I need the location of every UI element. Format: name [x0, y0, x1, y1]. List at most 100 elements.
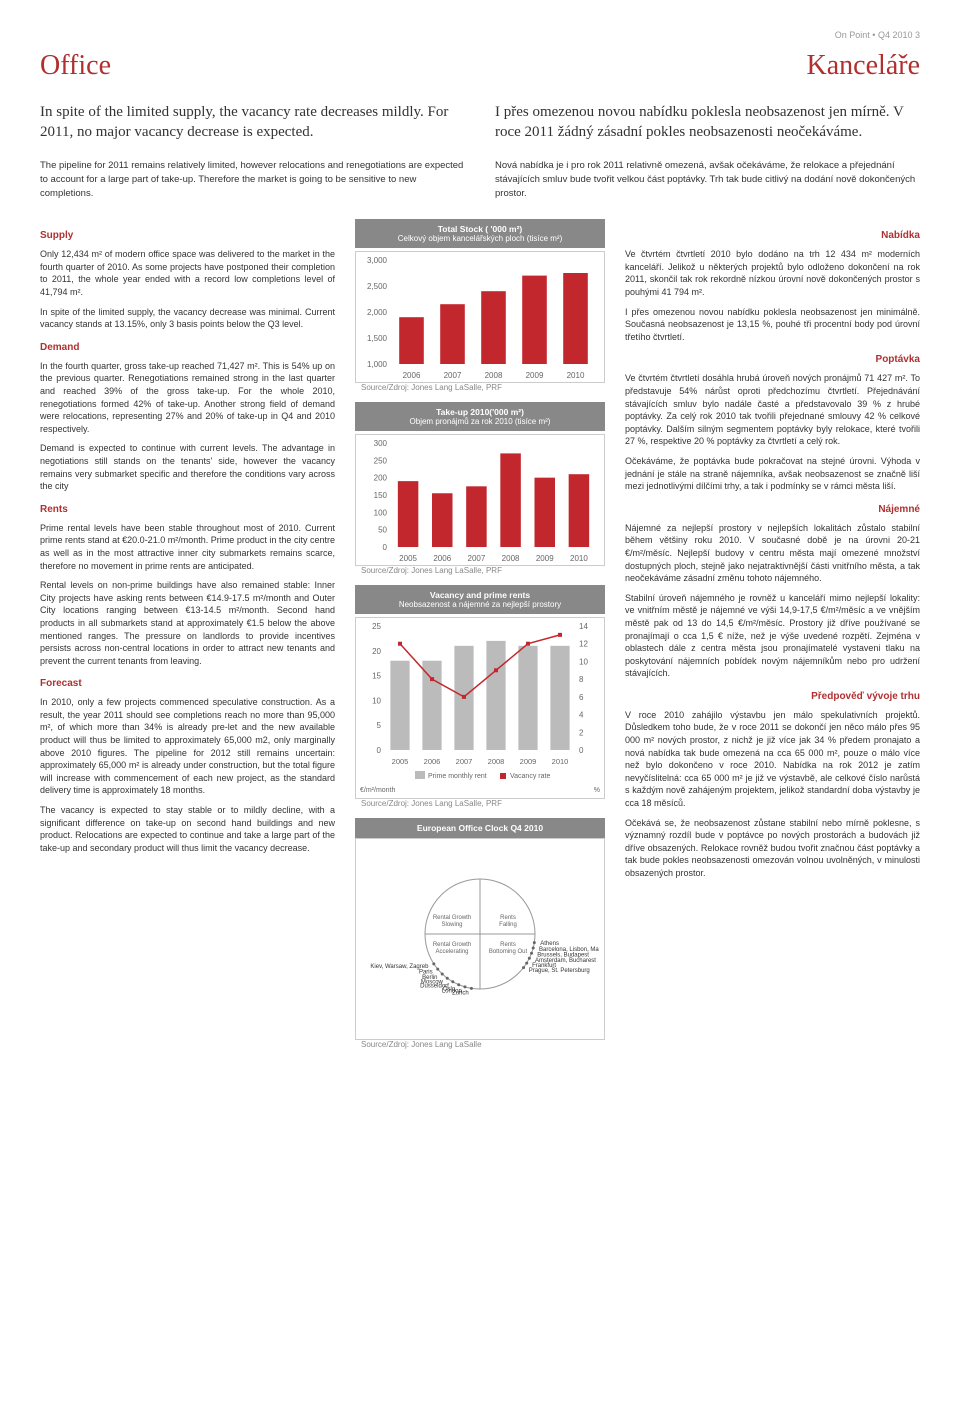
- office-clock-chart: Rental GrowthSlowingRentsFallingRental G…: [355, 838, 605, 1040]
- title-cz: Kanceláře: [807, 50, 920, 82]
- chart2-title: Take-up 2010('000 m²): [363, 407, 597, 417]
- svg-text:10: 10: [372, 697, 381, 706]
- svg-text:0: 0: [383, 543, 388, 552]
- svg-text:2007: 2007: [468, 554, 486, 563]
- svg-text:2005: 2005: [399, 554, 417, 563]
- svg-text:2,500: 2,500: [367, 282, 388, 291]
- chart2-subtitle: Objem pronájmů za rok 2010 (tisíce m²): [363, 417, 597, 426]
- chart3-source: Source/Zdroj: Jones Lang LaSalle, PRF: [355, 799, 605, 808]
- svg-text:2009: 2009: [520, 757, 537, 766]
- column-english: Supply Only 12,434 m² of modern office s…: [40, 219, 335, 1059]
- supply-heading: Supply: [40, 229, 335, 243]
- svg-text:2008: 2008: [488, 757, 505, 766]
- nabidka-heading: Nabídka: [625, 229, 920, 243]
- chart2-source: Source/Zdroj: Jones Lang LaSalle, PRF: [355, 566, 605, 575]
- pipeline-en: The pipeline for 2011 remains relatively…: [40, 159, 465, 202]
- intro-cz: I přes omezenou novou nabídku poklesla n…: [495, 102, 920, 143]
- najemne-p2: Stabilní úroveň nájemného je rovněž u ka…: [625, 592, 920, 680]
- svg-text:2006: 2006: [424, 757, 441, 766]
- poptavka-p2: Očekáváme, že poptávka bude pokračovat n…: [625, 455, 920, 493]
- supply-p2: In spite of the limited supply, the vaca…: [40, 306, 335, 331]
- svg-text:5: 5: [377, 721, 382, 730]
- svg-text:4: 4: [579, 711, 584, 720]
- svg-text:6: 6: [579, 693, 584, 702]
- svg-text:10: 10: [579, 658, 588, 667]
- svg-text:Rents: Rents: [500, 915, 516, 921]
- chart4-header: European Office Clock Q4 2010: [355, 818, 605, 838]
- demand-heading: Demand: [40, 341, 335, 355]
- svg-text:Bottoming Out: Bottoming Out: [489, 949, 528, 955]
- chart3-header: Vacancy and prime rents Neobsazenost a n…: [355, 585, 605, 614]
- svg-text:25: 25: [372, 622, 381, 631]
- svg-text:2006: 2006: [433, 554, 451, 563]
- predpoved-p2: Očekává se, že neobsazenost zůstane stab…: [625, 817, 920, 880]
- supply-p1: Only 12,434 m² of modern office space wa…: [40, 248, 335, 298]
- svg-text:%: %: [594, 787, 600, 794]
- svg-text:150: 150: [374, 491, 388, 500]
- svg-text:15: 15: [372, 672, 381, 681]
- chart3-title: Vacancy and prime rents: [363, 590, 597, 600]
- demand-p2: Demand is expected to continue with curr…: [40, 442, 335, 492]
- nabidka-p1: Ve čtvrtém čtvrtletí 2010 bylo dodáno na…: [625, 248, 920, 298]
- svg-text:2008: 2008: [485, 371, 503, 380]
- svg-text:2,000: 2,000: [367, 308, 388, 317]
- svg-text:100: 100: [374, 509, 388, 518]
- forecast-p2: The vacancy is expected to stay stable o…: [40, 804, 335, 854]
- najemne-p1: Nájemné za nejlepší prostory v nejlepšíc…: [625, 522, 920, 585]
- svg-text:1,500: 1,500: [367, 334, 388, 343]
- svg-text:2005: 2005: [392, 757, 409, 766]
- svg-text:Accelerating: Accelerating: [435, 949, 468, 955]
- column-czech: Nabídka Ve čtvrtém čtvrtletí 2010 bylo d…: [625, 219, 920, 1059]
- svg-text:200: 200: [374, 474, 388, 483]
- svg-text:50: 50: [378, 526, 387, 535]
- svg-text:3,000: 3,000: [367, 256, 388, 265]
- svg-text:300: 300: [374, 439, 388, 448]
- svg-text:Rental Growth: Rental Growth: [433, 942, 471, 948]
- svg-text:14: 14: [579, 622, 588, 631]
- svg-text:1,000: 1,000: [367, 360, 388, 369]
- vacancy-rents-chart: 0510152025024681012142005200620072008200…: [355, 617, 605, 799]
- svg-text:12: 12: [579, 640, 588, 649]
- intro-en: In spite of the limited supply, the vaca…: [40, 102, 465, 143]
- svg-text:2010: 2010: [570, 554, 588, 563]
- chart1-header: Total Stock ( '000 m²) Celkový objem kan…: [355, 219, 605, 248]
- svg-text:Prague, St. Petersburg: Prague, St. Petersburg: [529, 968, 590, 974]
- svg-text:Falling: Falling: [499, 922, 517, 928]
- svg-text:€/m²/month: €/m²/month: [360, 787, 396, 794]
- svg-text:2010: 2010: [552, 757, 569, 766]
- svg-text:2009: 2009: [536, 554, 554, 563]
- chart4-source: Source/Zdroj: Jones Lang LaSalle: [355, 1040, 605, 1049]
- svg-text:2008: 2008: [502, 554, 520, 563]
- column-charts: Total Stock ( '000 m²) Celkový objem kan…: [355, 219, 605, 1059]
- svg-text:Kiev, Warsaw, Zagreb: Kiev, Warsaw, Zagreb: [370, 964, 429, 970]
- svg-text:2007: 2007: [456, 757, 473, 766]
- takeup-chart: 0501001502002503002005200620072008200920…: [355, 434, 605, 566]
- pipeline-cz: Nová nabídka je i pro rok 2011 relativně…: [495, 159, 920, 202]
- svg-text:0: 0: [579, 746, 584, 755]
- svg-text:Vacancy rate: Vacancy rate: [510, 773, 550, 780]
- chart2-header: Take-up 2010('000 m²) Objem pronájmů za …: [355, 402, 605, 431]
- svg-text:20: 20: [372, 647, 381, 656]
- najemne-heading: Nájemné: [625, 503, 920, 517]
- title-en: Office: [40, 50, 111, 82]
- forecast-heading: Forecast: [40, 677, 335, 691]
- svg-text:Prime monthly rent: Prime monthly rent: [428, 773, 487, 780]
- svg-text:Berlin: Berlin: [422, 975, 437, 981]
- svg-text:Slowing: Slowing: [441, 922, 462, 928]
- predpoved-heading: Předpověď vývoje trhu: [625, 690, 920, 704]
- svg-text:Paris: Paris: [419, 970, 433, 976]
- svg-text:0: 0: [377, 746, 382, 755]
- svg-text:2009: 2009: [526, 371, 544, 380]
- svg-text:Rents: Rents: [500, 942, 516, 948]
- poptavka-heading: Poptávka: [625, 353, 920, 367]
- chart3-subtitle: Neobsazenost a nájemné za nejlepší prost…: [363, 600, 597, 609]
- svg-text:2: 2: [579, 729, 584, 738]
- predpoved-p1: V roce 2010 zahájilo výstavbu jen málo s…: [625, 709, 920, 810]
- chart1-subtitle: Celkový objem kancelářských ploch (tisíc…: [363, 234, 597, 243]
- svg-text:2007: 2007: [444, 371, 462, 380]
- page-header-meta: On Point • Q4 2010 3: [40, 30, 920, 40]
- svg-text:2006: 2006: [403, 371, 421, 380]
- nabidka-p2: I přes omezenou novou nabídku poklesla n…: [625, 306, 920, 344]
- total-stock-chart: 1,000 1,500 2,000 2,500 3,000 2006 2007 2008 200…: [355, 251, 605, 383]
- svg-text:2010: 2010: [567, 371, 585, 380]
